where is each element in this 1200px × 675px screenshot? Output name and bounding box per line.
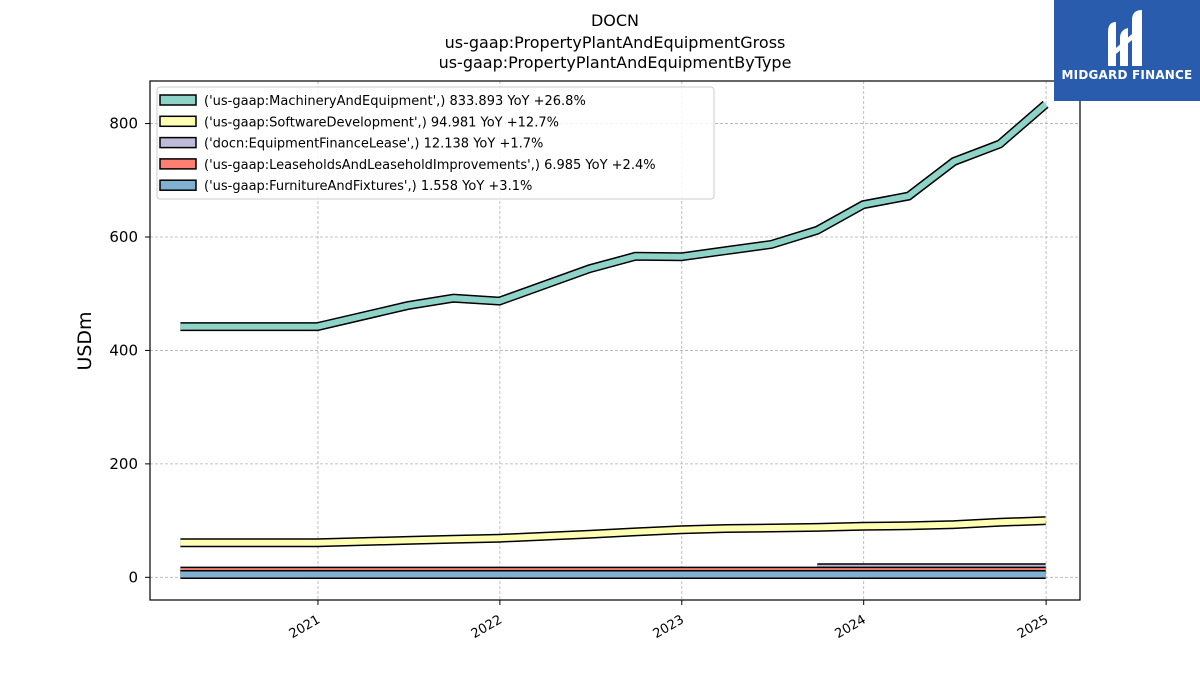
- y-tick-label: 0: [128, 568, 138, 586]
- x-tick-label: 2021: [287, 612, 323, 642]
- plot-frame: [149, 80, 1081, 601]
- legend: ('us-gaap:MachineryAndEquipment',) 833.8…: [156, 86, 715, 200]
- y-axis-label: USDm: [74, 311, 96, 370]
- y-tick-label: 400: [109, 341, 138, 359]
- legend-label: ('us-gaap:FurnitureAndFixtures',) 1.558 …: [204, 179, 532, 194]
- y-tick-label: 200: [109, 455, 138, 473]
- x-tick-label: 2022: [469, 612, 505, 642]
- x-tick-label: 2023: [651, 612, 687, 642]
- y-tick-label: 800: [109, 115, 138, 133]
- legend-label: ('docn:EquipmentFinanceLease',) 12.138 Y…: [204, 137, 543, 152]
- legend-swatch: [159, 94, 197, 106]
- midgard-finance-logo: MIDGARD FINANCE: [1054, 0, 1200, 101]
- logo-text: MIDGARD FINANCE: [1061, 68, 1193, 82]
- series-line-1: [180, 517, 1046, 546]
- series-line-0: [180, 102, 1048, 330]
- chart-subtitle-2: us-gaap:PropertyPlantAndEquipmentByType: [439, 53, 792, 72]
- legend-swatch: [159, 115, 197, 128]
- legend-box: [156, 86, 715, 200]
- legend-swatch: [159, 179, 197, 191]
- legend-swatch: [159, 136, 197, 149]
- x-axis: 2021 2022 2023 2024 2025: [287, 600, 1051, 642]
- x-tick-label: 2024: [833, 612, 869, 642]
- legend-label: ('us-gaap:MachineryAndEquipment',) 833.8…: [204, 94, 586, 109]
- chart-subtitle-1: us-gaap:PropertyPlantAndEquipmentGross: [445, 33, 786, 52]
- legend-swatch: [159, 158, 197, 170]
- y-tick-label: 600: [109, 228, 138, 246]
- chart-title: DOCN: [591, 11, 639, 30]
- series-layer: [180, 100, 1049, 579]
- logo-mark-icon: [1108, 10, 1142, 66]
- x-tick-label: 2025: [1015, 612, 1051, 642]
- legend-label: ('us-gaap:SoftwareDevelopment',) 94.981 …: [204, 115, 559, 130]
- legend-label: ('us-gaap:LeaseholdsAndLeaseholdImprovem…: [204, 158, 656, 173]
- y-axis: 0 200 400 600 800: [109, 115, 150, 586]
